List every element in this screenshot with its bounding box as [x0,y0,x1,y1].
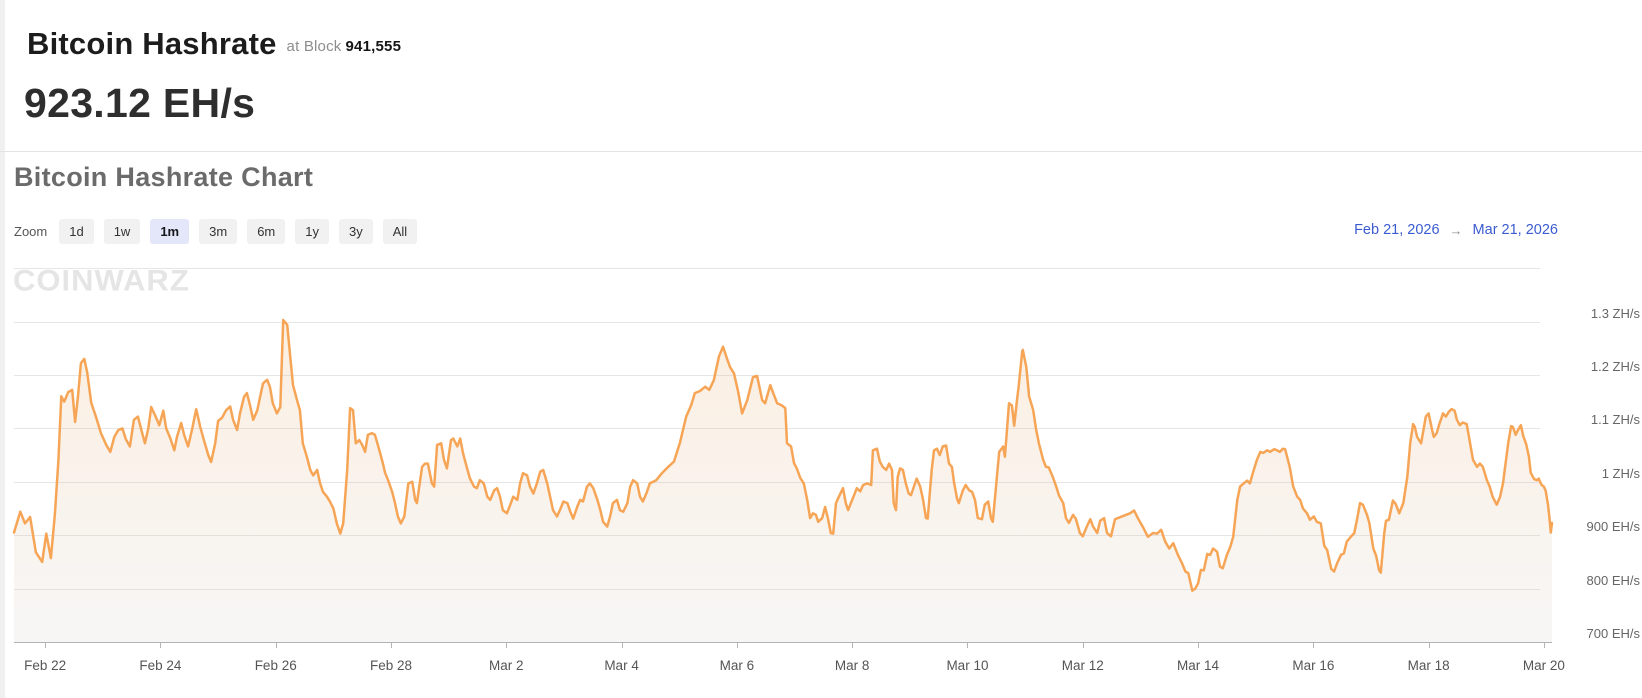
block-number: 941,555 [345,38,402,55]
x-axis-label-mar-4: Mar 4 [604,658,639,673]
date-range-from[interactable]: Feb 21, 2026 [1354,222,1440,238]
header-divider [0,151,1642,152]
x-axis-label-mar-20: Mar 20 [1522,658,1565,673]
zoom-controls: Zoom 1d 1w 1m 3m 6m 1y 3y All [14,219,418,244]
zoom-button-3y[interactable]: 3y [338,219,373,244]
y-axis-label-1.3-zh-s: 1.3 ZH/s [1590,305,1640,321]
date-range-arrow-icon: → [1449,222,1463,238]
chart-section-title: Bitcoin Hashrate Chart [14,162,314,192]
page-left-edge [0,0,5,698]
hashrate-area-fill [14,320,1552,642]
x-axis-label-feb-26: Feb 26 [254,658,297,673]
page-title: Bitcoin Hashrate at Block 941,555 [27,26,401,62]
page-title-text: Bitcoin Hashrate [27,26,277,61]
zoom-button-3m[interactable]: 3m [199,219,238,244]
x-axis-label-mar-2: Mar 2 [489,658,524,673]
x-axis-label-mar-14: Mar 14 [1177,658,1220,673]
current-hashrate-value: 923.12 EH/s [24,80,256,126]
date-range: Feb 21, 2026 → Mar 21, 2026 [1354,222,1558,238]
x-axis-label-feb-22: Feb 22 [24,658,67,673]
zoom-button-all[interactable]: All [382,219,418,244]
x-axis-label-mar-6: Mar 6 [719,658,755,673]
x-axis-label-feb-28: Feb 28 [369,658,413,673]
x-axis-label-mar-10: Mar 10 [946,658,989,673]
zoom-label: Zoom [14,224,48,239]
y-axis-label-1.1-zh-s: 1.1 ZH/s [1590,412,1640,428]
coinwarz-watermark-logo: COINWARZ [13,263,190,298]
y-axis-label-1.2-zh-s: 1.2 ZH/s [1590,358,1640,374]
zoom-button-6m[interactable]: 6m [247,219,286,244]
date-range-to[interactable]: Mar 21, 2026 [1472,222,1558,238]
zoom-button-1w[interactable]: 1w [103,219,141,244]
zoom-button-1d[interactable]: 1d [59,219,94,244]
at-block: at Block 941,555 [287,38,402,55]
y-axis-label-700-eh-s: 700 EH/s [1586,626,1640,641]
x-axis-label-mar-8: Mar 8 [834,658,870,673]
hashrate-line-series [12,318,1554,592]
y-axis-label-800-eh-s: 800 EH/s [1586,572,1640,588]
at-block-label: at Block [286,38,342,55]
y-axis-label-1-zh-s: 1 ZH/s [1601,465,1640,481]
x-axis-label-mar-18: Mar 18 [1407,658,1450,673]
x-axis-label-mar-16: Mar 16 [1292,658,1335,673]
zoom-button-1m[interactable]: 1m [150,219,190,244]
y-axis-label-900-eh-s: 900 EH/s [1586,519,1640,535]
x-axis-label-feb-24: Feb 24 [139,658,182,673]
x-axis-label-mar-12: Mar 12 [1061,658,1104,673]
zoom-button-1y[interactable]: 1y [295,219,329,244]
